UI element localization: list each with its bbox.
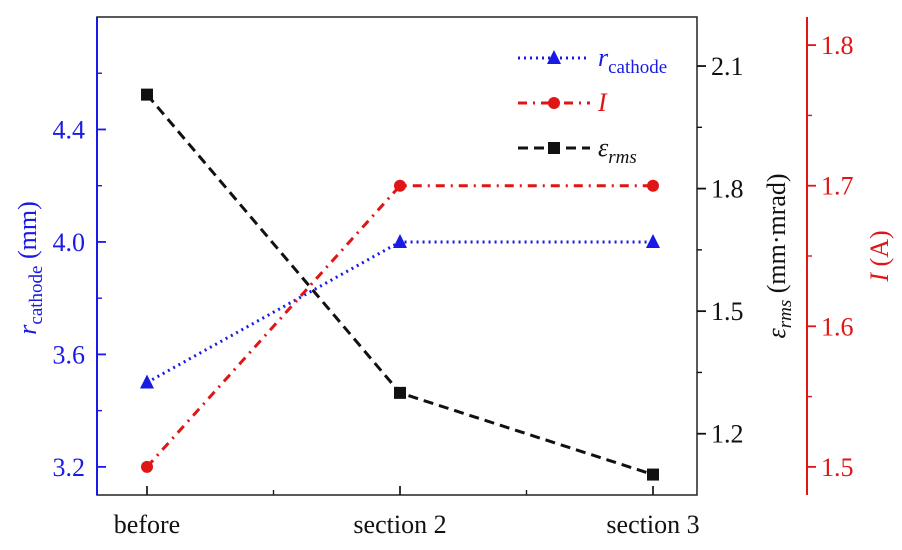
data-point-eps [647,468,659,481]
left-axis-title: rcathode (mm) [13,201,47,334]
series-line-r [146,240,653,384]
right-axis-title: I (A) [865,230,894,282]
data-point-eps [394,386,406,399]
series-line-I [145,184,653,468]
mid-axis-title: εrms (mm·mrad) [762,173,796,338]
legend-label-eps: εrms [598,133,637,168]
data-point-I [394,179,406,192]
data-point-eps [141,88,153,101]
x-axis-tick-label: before [114,510,180,539]
legend-marker-eps [548,142,560,154]
mid-axis-tick-label: 1.5 [711,297,744,326]
mid-axis-tick-label: 2.1 [711,52,744,81]
right-axis-tick-label: 1.5 [821,453,854,482]
left-axis-tick-label: 4.0 [53,228,86,257]
data-point-I [141,460,153,473]
left-axis-tick-label: 3.6 [53,340,86,369]
plot-frame [96,16,698,496]
data-point-r [393,233,407,248]
series-line-eps [145,93,654,477]
x-axis-tick-label: section 3 [606,510,699,539]
x-axis-tick-label: section 2 [353,510,446,539]
legend-label-I: I [597,88,608,117]
legend-label-r: rcathode [598,43,667,78]
data-point-r [646,233,660,248]
right-axis-tick-label: 1.6 [821,312,854,341]
left-axis-tick-label: 3.2 [53,453,86,482]
mid-axis-tick-label: 1.8 [711,175,744,204]
legend-marker-r [547,50,561,64]
data-point-I [647,179,659,192]
left-axis-tick-label: 4.4 [53,115,86,144]
right-axis-tick-label: 1.8 [821,31,854,60]
mid-axis-tick-label: 1.2 [711,420,744,449]
right-axis-tick-label: 1.7 [821,172,854,201]
data-point-r [140,374,154,389]
legend-marker-I [548,97,560,109]
